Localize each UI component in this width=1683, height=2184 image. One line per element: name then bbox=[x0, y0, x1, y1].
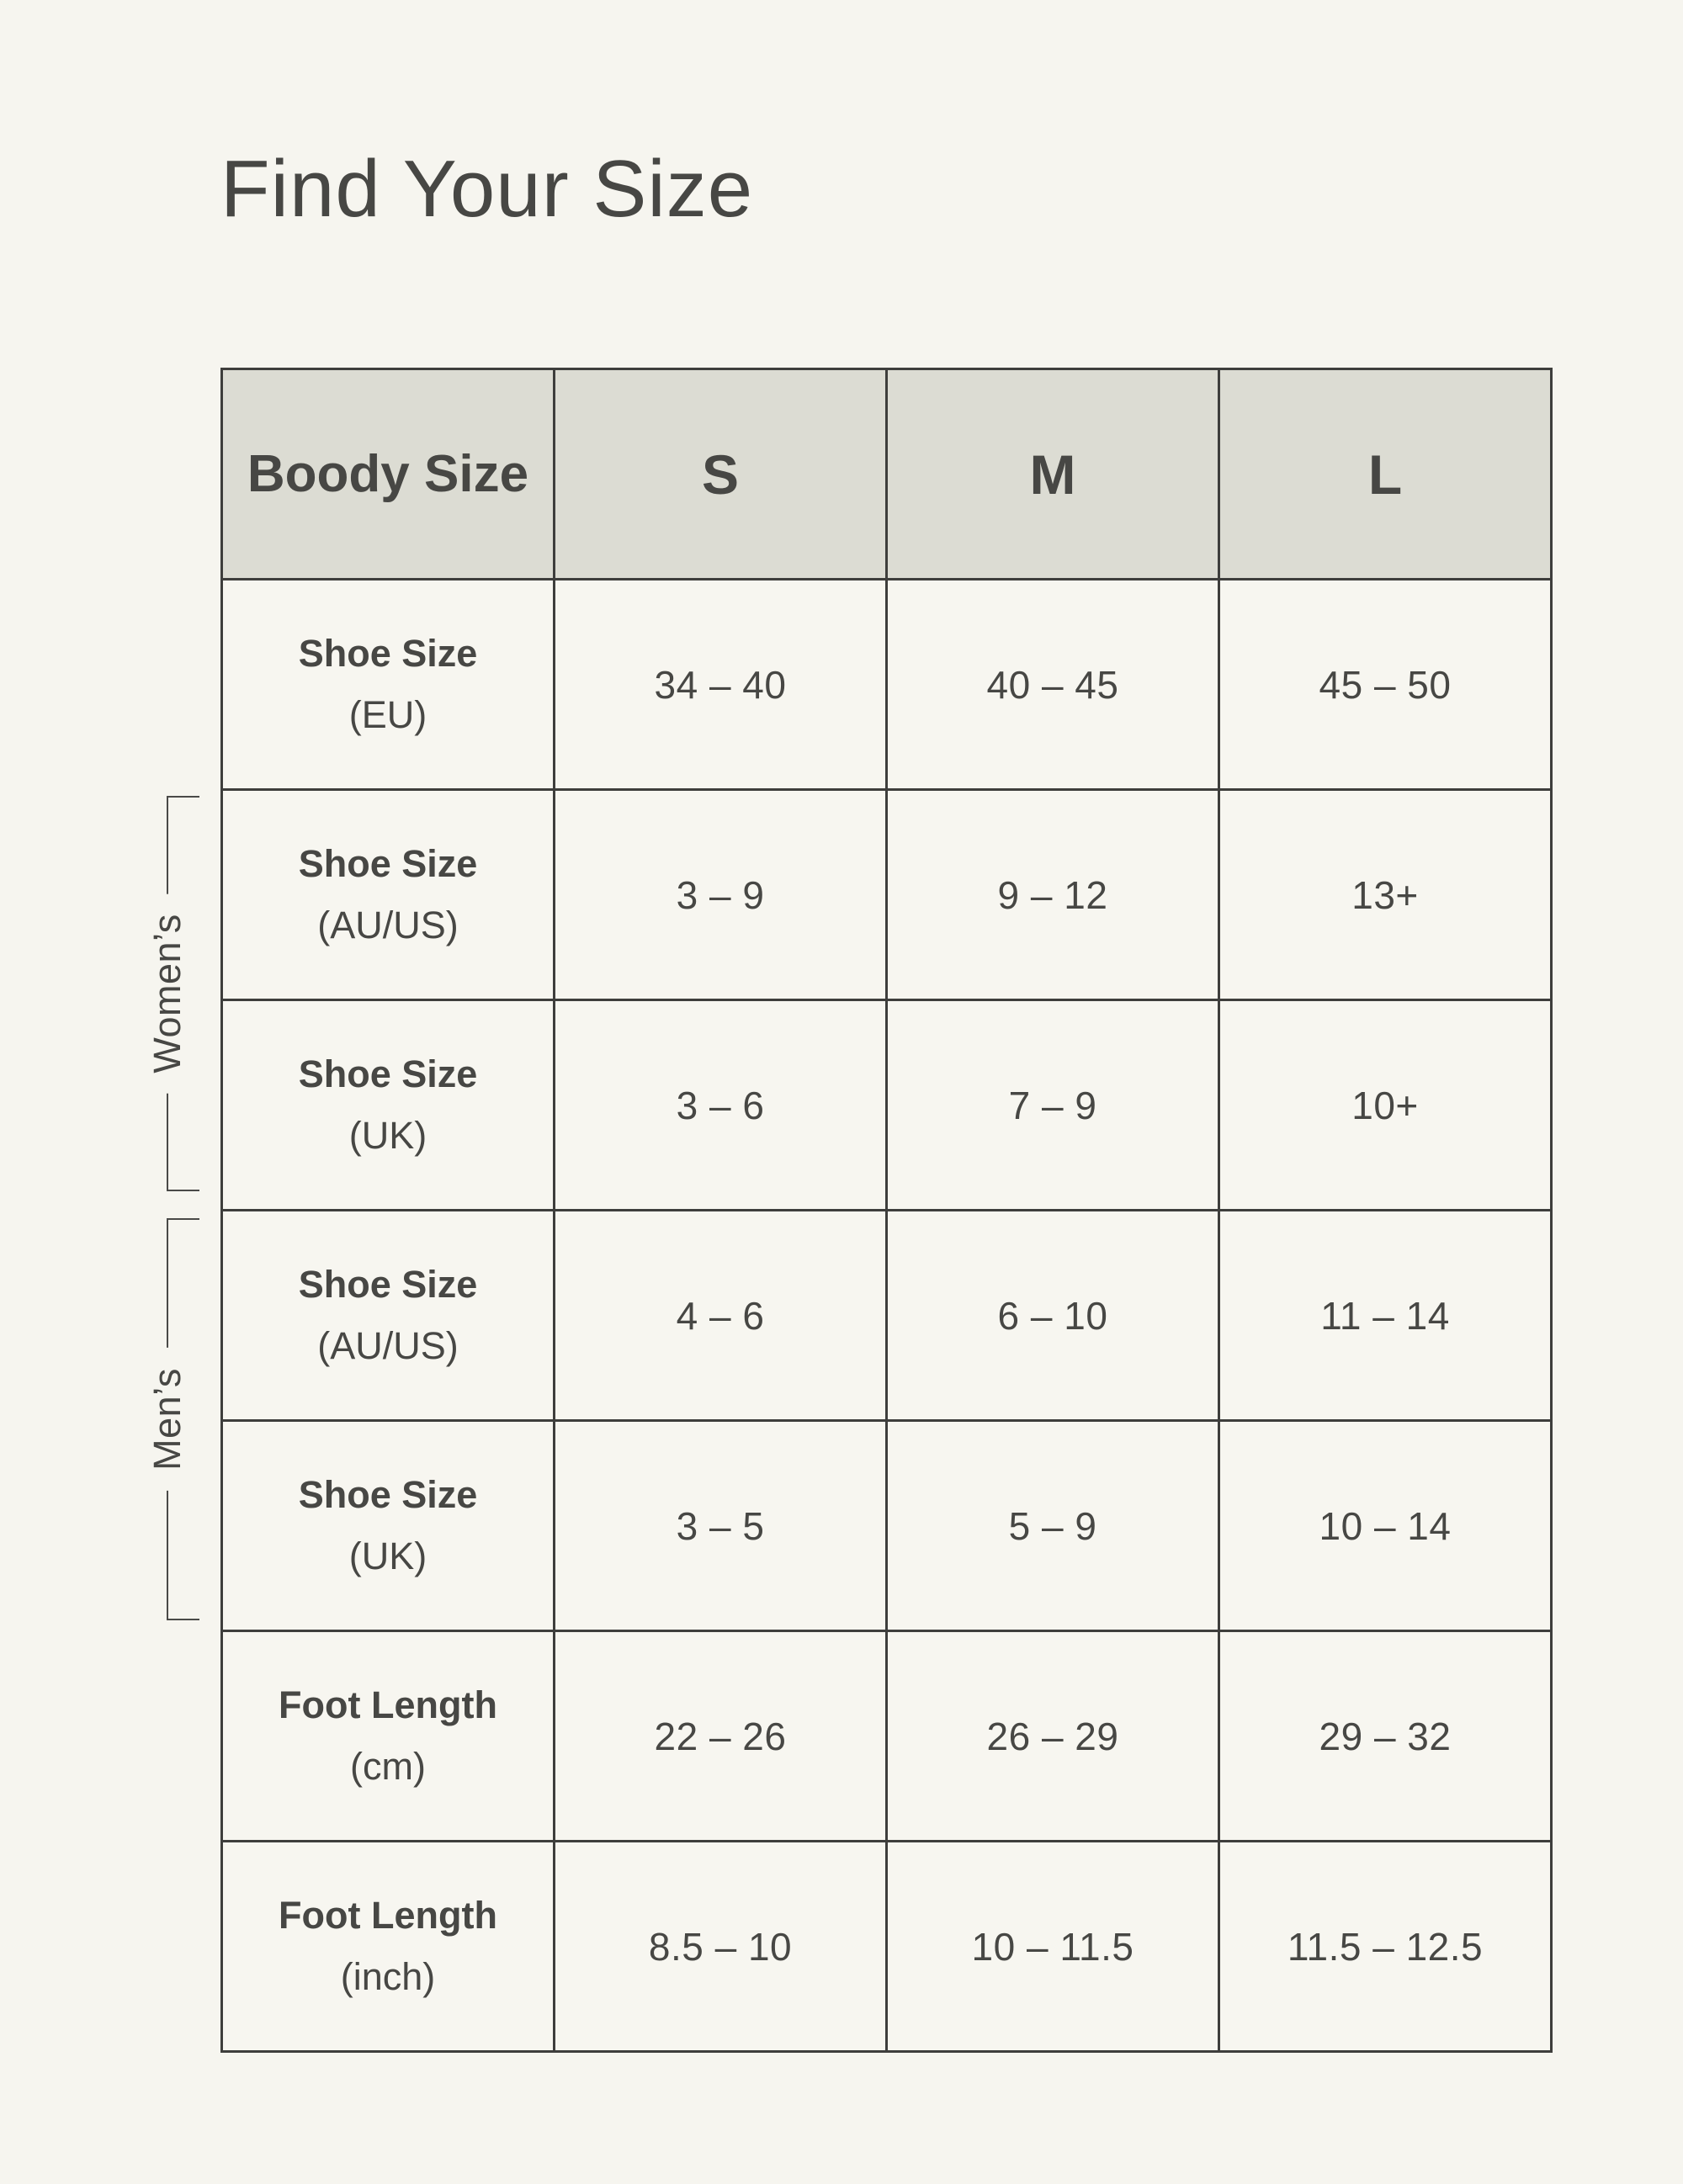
row-unit: (AU/US) bbox=[317, 903, 459, 946]
row-label: Foot Length bbox=[279, 1683, 497, 1726]
size-chart-table: Boody Size S M L Shoe Size (EU) 34 – 40 … bbox=[220, 368, 1553, 2053]
womens-group-label: Women’s bbox=[146, 893, 189, 1094]
cell-value-m: 40 – 45 bbox=[885, 578, 1220, 791]
header-cell-size-s: S bbox=[553, 368, 888, 580]
header-row: Boody Size S M L bbox=[220, 368, 1553, 580]
cell-value-s: 8.5 – 10 bbox=[553, 1840, 888, 2053]
table-row-mens-shoe-size-auus: Shoe Size (AU/US) 4 – 6 6 – 10 11 – 14 bbox=[220, 1209, 1553, 1422]
row-label: Shoe Size bbox=[298, 631, 478, 675]
row-label: Shoe Size bbox=[298, 1262, 478, 1306]
row-unit: (EU) bbox=[348, 692, 427, 736]
row-header-cell: Shoe Size (AU/US) bbox=[220, 788, 555, 1001]
row-unit: (inch) bbox=[340, 1954, 436, 1998]
cell-value-l: 13+ bbox=[1218, 788, 1553, 1001]
row-unit: (UK) bbox=[348, 1534, 427, 1577]
mens-group-bracket: Men’s bbox=[146, 1218, 199, 1620]
table-row-foot-length-inch: Foot Length (inch) 8.5 – 10 10 – 11.5 11… bbox=[220, 1840, 1553, 2053]
row-label: Shoe Size bbox=[298, 1472, 478, 1516]
row-header-cell: Shoe Size (AU/US) bbox=[220, 1209, 555, 1422]
cell-value-l: 10 – 14 bbox=[1218, 1419, 1553, 1632]
table-row-womens-shoe-size-uk: Shoe Size (UK) 3 – 6 7 – 9 10+ bbox=[220, 999, 1553, 1211]
row-header-cell: Foot Length (cm) bbox=[220, 1630, 555, 1842]
table-row-shoe-size-eu: Shoe Size (EU) 34 – 40 40 – 45 45 – 50 bbox=[220, 578, 1553, 791]
row-unit: (UK) bbox=[348, 1113, 427, 1157]
cell-value-s: 34 – 40 bbox=[553, 578, 888, 791]
cell-value-s: 22 – 26 bbox=[553, 1630, 888, 1842]
cell-value-l: 11.5 – 12.5 bbox=[1218, 1840, 1553, 2053]
cell-value-m: 9 – 12 bbox=[885, 788, 1220, 1001]
cell-value-l: 45 – 50 bbox=[1218, 578, 1553, 791]
cell-value-s: 3 – 9 bbox=[553, 788, 888, 1001]
cell-value-s: 4 – 6 bbox=[553, 1209, 888, 1422]
row-header-cell: Shoe Size (UK) bbox=[220, 999, 555, 1211]
page-title: Find Your Size bbox=[220, 144, 754, 234]
cell-value-s: 3 – 5 bbox=[553, 1419, 888, 1632]
row-label: Shoe Size bbox=[298, 1052, 478, 1095]
cell-value-m: 26 – 29 bbox=[885, 1630, 1220, 1842]
cell-value-m: 6 – 10 bbox=[885, 1209, 1220, 1422]
header-cell-boody-size: Boody Size bbox=[220, 368, 555, 580]
row-header-cell: Shoe Size (EU) bbox=[220, 578, 555, 791]
cell-value-l: 29 – 32 bbox=[1218, 1630, 1553, 1842]
row-unit: (AU/US) bbox=[317, 1323, 459, 1367]
row-label: Foot Length bbox=[279, 1893, 497, 1937]
cell-value-l: 11 – 14 bbox=[1218, 1209, 1553, 1422]
row-header-cell: Foot Length (inch) bbox=[220, 1840, 555, 2053]
row-unit: (cm) bbox=[350, 1744, 426, 1788]
row-label: Shoe Size bbox=[298, 841, 478, 885]
header-cell-size-m: M bbox=[885, 368, 1220, 580]
mens-group-label: Men’s bbox=[146, 1348, 189, 1491]
header-cell-size-l: L bbox=[1218, 368, 1553, 580]
table-row-womens-shoe-size-auus: Shoe Size (AU/US) 3 – 9 9 – 12 13+ bbox=[220, 788, 1553, 1001]
cell-value-m: 10 – 11.5 bbox=[885, 1840, 1220, 2053]
cell-value-m: 7 – 9 bbox=[885, 999, 1220, 1211]
cell-value-l: 10+ bbox=[1218, 999, 1553, 1211]
cell-value-m: 5 – 9 bbox=[885, 1419, 1220, 1632]
row-header-cell: Shoe Size (UK) bbox=[220, 1419, 555, 1632]
table-row-mens-shoe-size-uk: Shoe Size (UK) 3 – 5 5 – 9 10 – 14 bbox=[220, 1419, 1553, 1632]
table-row-foot-length-cm: Foot Length (cm) 22 – 26 26 – 29 29 – 32 bbox=[220, 1630, 1553, 1842]
cell-value-s: 3 – 6 bbox=[553, 999, 888, 1211]
womens-group-bracket: Women’s bbox=[146, 796, 199, 1191]
